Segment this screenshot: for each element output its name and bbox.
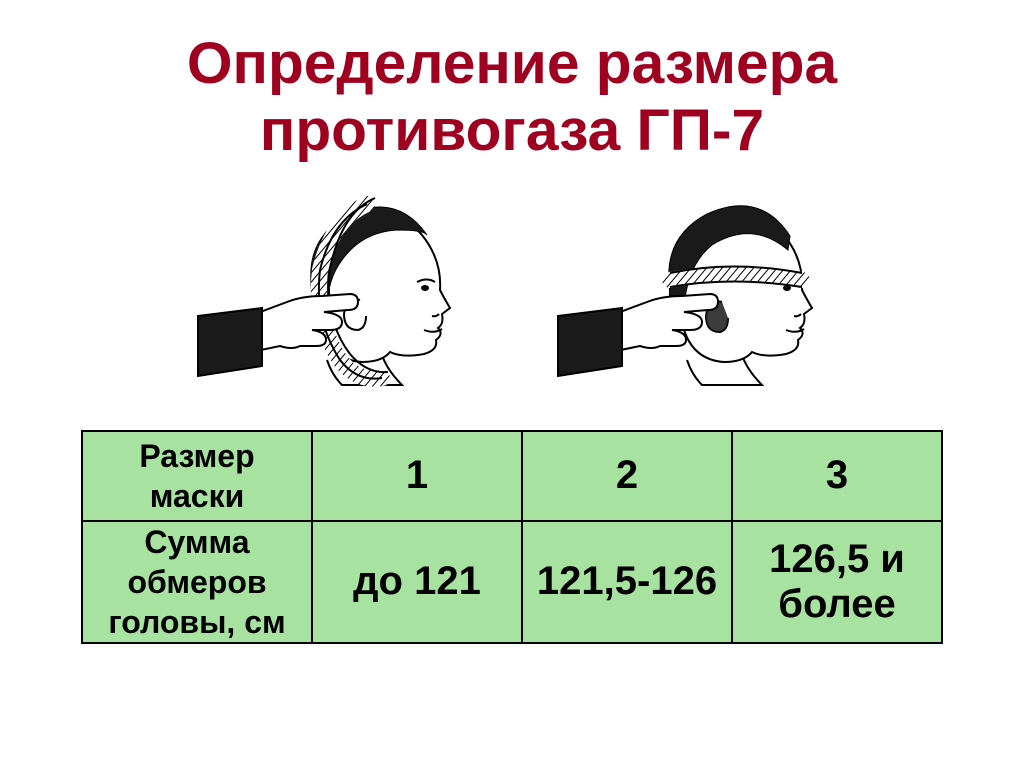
label-text: маски (150, 478, 245, 514)
label-text: головы, см (108, 604, 285, 640)
label-text: Размер (139, 438, 254, 474)
row-header-sum: Сумма обмеров головы, см (82, 521, 312, 643)
cell-size-2: 2 (522, 431, 732, 521)
table-row: Сумма обмеров головы, см до 121 121,5-12… (82, 521, 942, 643)
head-measure-horizontal (552, 190, 832, 390)
cell-range-1: до 121 (312, 521, 522, 643)
page-title: Определение размера противогаза ГП-7 (0, 0, 1024, 165)
head-measure-vertical (192, 190, 472, 390)
cell-size-3: 3 (732, 431, 942, 521)
row-header-mask-size: Размер маски (82, 431, 312, 521)
size-table: Размер маски 1 2 3 Сумма обмеров головы,… (81, 430, 943, 644)
size-table-container: Размер маски 1 2 3 Сумма обмеров головы,… (0, 430, 1024, 644)
illustrations-row (0, 185, 1024, 395)
title-line-2: противогаза ГП-7 (0, 97, 1024, 164)
cell-range-2: 121,5-126 (522, 521, 732, 643)
title-line-1: Определение размера (0, 30, 1024, 97)
label-text: обмеров (127, 564, 266, 600)
label-text: Сумма (144, 524, 249, 560)
table-row: Размер маски 1 2 3 (82, 431, 942, 521)
cell-size-1: 1 (312, 431, 522, 521)
cell-range-3: 126,5 и более (732, 521, 942, 643)
